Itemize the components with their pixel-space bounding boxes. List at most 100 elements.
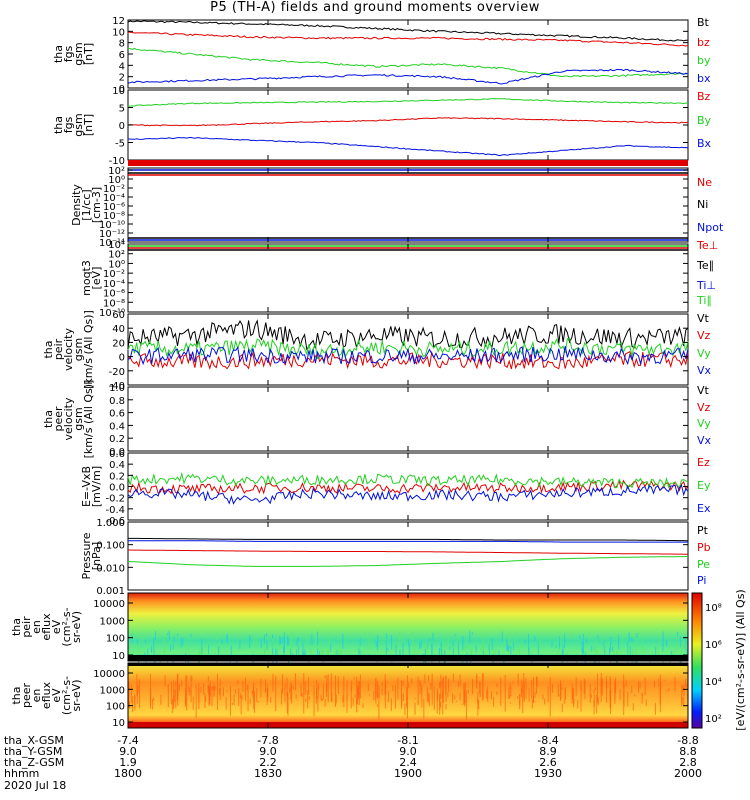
xaxis-y-value: 9.0 xyxy=(399,745,417,758)
xaxis-x-value: -8.4 xyxy=(537,734,558,747)
panel-efield: 0.60.40.20.0-0.2-0.4-0.6E=-VxB[mV/m]EzEy… xyxy=(80,449,711,527)
colorbar-gradient xyxy=(691,592,703,729)
efield-series-Ex xyxy=(127,484,689,505)
fgs_gsm_mag-ytick-label: 12 xyxy=(112,16,125,27)
efield-ytick-label: 0.2 xyxy=(109,471,125,482)
xaxis-x-value: -7.8 xyxy=(257,734,278,747)
pressure-series-Pi xyxy=(128,540,688,543)
pressure-ytick-label: 0.001 xyxy=(96,586,125,597)
colorbar-tick-label: 10² xyxy=(705,714,722,725)
peir_spectrogram-ytick-label: 1000 xyxy=(100,616,125,627)
temperature-ytick-label: 10² xyxy=(108,250,125,261)
temperature-ytick-label: 10⁻⁴ xyxy=(103,279,125,290)
pressure-ytick-label: 0.100 xyxy=(96,541,125,552)
efield-legend-Ex: Ex xyxy=(697,502,711,515)
temperature-frame xyxy=(127,243,689,313)
xaxis-y-value: 8.8 xyxy=(679,745,697,758)
fgs_gsm_mag-legend-by: by xyxy=(697,54,711,67)
xaxis-row-label: tha_Y-GSM xyxy=(4,745,62,758)
xaxis-date: 2020 Jul 18 xyxy=(4,779,66,792)
panel-fgs_gsm_comp: 10 5 0 -5 -10 thafgsgsm[nT] Bz By Bx xyxy=(52,86,712,167)
xaxis-hhmm-value: 2000 xyxy=(674,767,702,780)
density-legend-Npot: Npot xyxy=(697,221,724,234)
fgs_gsm_mag-ytick-label: 4 xyxy=(119,61,125,72)
fgs_gsm_comp-series-Bz xyxy=(127,117,689,127)
fgs_gsm_mag-legend-bz: bz xyxy=(697,36,710,49)
fgs_gsm_comp-ytick-label: 5 xyxy=(119,104,125,115)
fgs_gsm_comp-ytick-label: -5 xyxy=(115,139,125,150)
efield-ytick-label: 0.6 xyxy=(109,449,125,460)
fgs_gsm_comp-ytick-label: -10 xyxy=(109,156,125,167)
peir_velocity-ytick-label: -40 xyxy=(109,381,125,392)
peer_velocity-ytick-label: 0.0 xyxy=(109,447,125,458)
peer_spectrogram-ylabel: thapeerenefluxeV(cm²-s-sr-eV) xyxy=(10,676,83,715)
plot-title: P5 (TH-A) fields and ground moments over… xyxy=(210,0,540,15)
fgs_gsm_comp-ylabel: thafgsgsm[nT] xyxy=(52,113,95,136)
temperature-ytick-label: 10⁻¹⁰ xyxy=(99,308,125,319)
pressure-legend-Pt: Pt xyxy=(697,524,709,537)
temperature-legend-Te∥: Te∥ xyxy=(696,259,714,272)
fgs_gsm_mag-series-by xyxy=(127,47,689,78)
efield-legend-Ey: Ey xyxy=(697,479,711,492)
density-ytick-label: 10⁻² xyxy=(103,184,125,195)
efield-ytick-label: -0.4 xyxy=(105,505,125,516)
peir_spectrogram-ytick-label: 10000 xyxy=(93,599,125,610)
temperature-ytick-label: 10⁴ xyxy=(108,240,125,251)
fgs_gsm_mag-series-Bt xyxy=(127,20,689,42)
peer_velocity-legend-Vt: Vt xyxy=(697,384,710,397)
peer_spectrogram-ytick-label: 1000 xyxy=(100,685,125,696)
density-ytick-label: 10⁻¹⁴ xyxy=(99,238,125,249)
peir_velocity-ytick-label: -20 xyxy=(109,367,125,378)
xaxis-z-value: 2.4 xyxy=(399,756,417,769)
temperature-ytick-label: 10⁻⁸ xyxy=(103,298,125,309)
panel-peir_velocity: 60 40 20 0 -20 -40 thapeirvelocitygsm[km/s (Al… xyxy=(42,310,712,392)
xaxis-x-value: -8.1 xyxy=(397,734,418,747)
peer_velocity-legend-Vy: Vy xyxy=(697,417,711,430)
fgs_gsm_mag-ytick-label: 10 xyxy=(112,27,125,38)
density-ytick-label: 10⁻⁴ xyxy=(103,193,125,204)
pressure-series-Pb xyxy=(128,549,688,555)
fgs_gsm_mag-series-bz xyxy=(127,31,689,47)
xaxis-hhmm-value: 1800 xyxy=(114,767,142,780)
density-frame xyxy=(127,167,689,243)
xaxis-x-value: -8.8 xyxy=(677,734,698,747)
xaxis-row-label: tha_X-GSM xyxy=(4,734,64,747)
fgs_gsm_mag-series-bx xyxy=(127,68,689,85)
fgs_gsm_mag-legend-Bt: Bt xyxy=(697,16,710,29)
temperature-legend-Ti∥: Ti∥ xyxy=(696,294,712,307)
peir_spectrogram-image xyxy=(128,593,688,661)
efield-legend-Ez: Ez xyxy=(697,456,710,469)
pressure-ytick-label: 0.010 xyxy=(96,563,125,574)
xaxis-z-value: 2.2 xyxy=(259,756,277,769)
peer_velocity-ytick-label: 0.4 xyxy=(109,421,125,432)
peir_velocity-ytick-label: 0 xyxy=(119,353,125,364)
fgs_gsm_mag-ytick-label: 6 xyxy=(119,50,125,61)
panel-peer_spectrogram: 10000 1000 100 10 thapeerenefluxeV(cm²-s-sr-… xyxy=(10,662,689,729)
fgs_gsm_mag-ytick-label: 8 xyxy=(119,39,125,50)
peir_velocity-ytick-label: 40 xyxy=(112,324,125,335)
peir_spectrogram-ylabel: thapeirenefluxeV(cm²-s-sr-eV) xyxy=(10,607,83,646)
peer_velocity-ylabel: thapeervelocitygsm[km/s (All Qs)] xyxy=(42,380,95,459)
fgs_gsm_comp-legend-Bx: Bx xyxy=(697,137,712,150)
temperature-legend-Te⊥: Te⊥ xyxy=(696,239,718,252)
xaxis-y-value: 9.0 xyxy=(119,745,137,758)
fgs_gsm_mag-ytick-label: 2 xyxy=(119,73,125,84)
xaxis-hhmm-value: 1830 xyxy=(254,767,282,780)
colorbar-tick-label: 10⁴ xyxy=(705,677,722,688)
pressure-legend-Pb: Pb xyxy=(697,541,711,554)
peer_velocity-ytick-label: 0.6 xyxy=(109,409,125,420)
peer_velocity-legend-Vz: Vz xyxy=(697,401,711,414)
efield-series-Ey xyxy=(127,471,689,490)
peir_velocity-ytick-label: 60 xyxy=(112,310,125,321)
xaxis-z-value: 2.8 xyxy=(679,756,697,769)
density-ytick-label: 10⁻⁸ xyxy=(103,211,125,222)
density-ylabel: Density[1/cc][cm-3] xyxy=(70,184,103,226)
density-ytick-label: 10⁻¹² xyxy=(99,229,125,240)
peer_velocity-legend-Vx: Vx xyxy=(697,434,712,447)
colorbar-tick-label: 10⁸ xyxy=(705,603,722,614)
peer_velocity-frame xyxy=(127,386,689,452)
efield-series-Ez xyxy=(127,479,689,495)
peer_velocity-ytick-label: 1.0 xyxy=(109,383,125,394)
fgs_gsm_comp-series-By xyxy=(127,98,689,107)
xaxis-z-value: 1.9 xyxy=(119,756,137,769)
